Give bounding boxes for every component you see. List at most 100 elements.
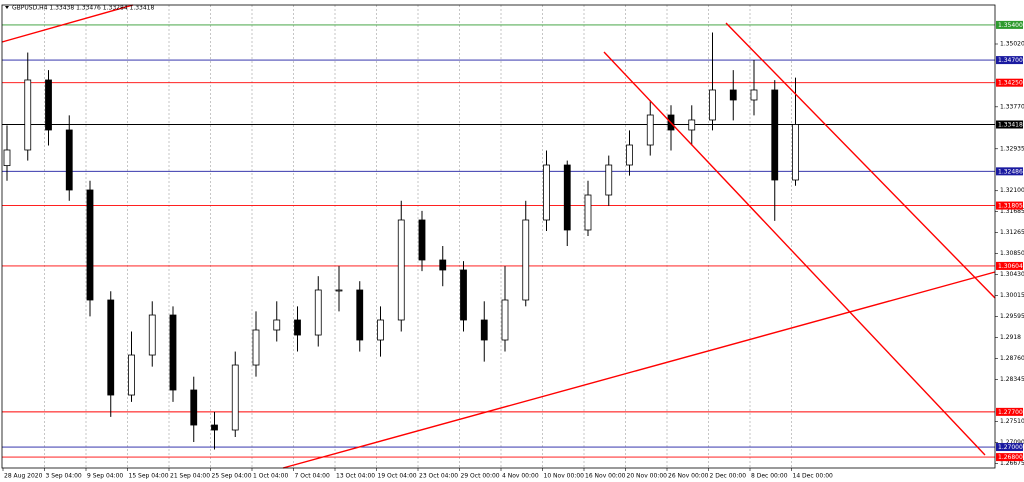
x-tick-label: 26 Nov 00:00 [668,473,709,480]
x-tick-label: 2 Dec 00:00 [710,473,747,480]
candle-body [646,114,654,146]
level-box [996,78,1023,87]
y-tick-label: 1.30850 [1000,250,1024,257]
level-box [996,201,1023,210]
candle-body [563,164,571,231]
candle-body [522,219,530,301]
y-tick-label: 1.29595 [1000,313,1024,320]
candle-body [148,314,156,356]
x-tick-label: 16 Nov 00:00 [585,473,626,480]
candles [3,32,799,450]
y-tick-label: 1.31265 [1000,229,1024,236]
y-tick-label: 1.32100 [1000,187,1024,194]
candle-body [86,189,94,301]
level-label: 1.34700 [998,57,1023,64]
x-tick-label: 25 Sep 04:00 [212,473,252,480]
candle-body [231,364,239,431]
level-label: 1.27000 [998,444,1023,451]
candle-body [750,89,758,101]
candle-body [729,89,737,101]
candle-body [626,144,633,166]
candle-body [335,289,343,292]
candle-body [252,329,260,366]
candle-body [584,194,592,231]
x-tick-label: 3 Sep 04:00 [46,473,82,480]
symbol-info: GBPUSD,H4 1.33438 1.33476 1.33284 1.3341… [12,5,154,12]
level-label: 1.31805 [998,203,1023,210]
y-tick-label: 1.33770 [1000,103,1024,110]
level-box [996,407,1023,416]
level-box [996,261,1023,270]
candle-body [397,219,405,321]
candle-body [294,319,301,336]
grid [44,5,792,468]
candle-body [45,79,52,131]
level-box [996,20,1023,29]
candle-body [190,389,198,426]
candle-body [24,79,32,151]
trend-line [603,51,986,456]
menu-icon [5,6,9,9]
level-label: 1.27700 [998,409,1023,416]
y-tick-label: 1.27510 [1000,418,1024,425]
level-box [996,56,1023,65]
x-tick-label: 9 Sep 04:00 [87,473,123,480]
candle-body [356,289,364,341]
x-tick-label: 28 Aug 2020 [4,473,43,480]
y-tick-label: 1.27090 [1000,439,1024,446]
x-tick-label: 23 Oct 04:00 [419,473,458,480]
candle-body [273,319,281,331]
candle-body [480,319,488,341]
level-label: 1.26800 [998,454,1023,461]
level-box [996,167,1023,176]
y-tick-label: 1.30430 [1000,271,1024,278]
candle-body [211,424,218,431]
x-tick-label: 19 Oct 04:00 [378,473,417,480]
x-tick-label: 20 Nov 00:00 [627,473,668,480]
x-tick-label: 7 Oct 04:00 [295,473,330,480]
y-tick-label: 1.30015 [1000,292,1024,299]
level-box [996,120,1023,129]
candle-body [439,259,447,271]
level-label: 1.32486 [998,168,1023,175]
candle-body [128,354,135,396]
x-tick-label: 10 Nov 00:00 [544,473,585,480]
plot-border [1,4,996,469]
candle-body [107,299,115,396]
candle-body [3,149,11,167]
level-label: 1.34250 [998,80,1023,87]
y-tick-label: 1.28345 [1000,376,1024,383]
candle-body [377,319,384,341]
x-tick-label: 21 Sep 04:00 [170,473,210,480]
x-tick-label: 29 Oct 00:00 [461,473,500,480]
y-tick-label: 1.2918 [1000,334,1021,341]
candle-body [792,124,799,181]
trend-line [282,271,996,469]
candle-body [65,129,73,191]
y-tick-label: 1.26675 [1000,460,1024,467]
x-tick-label: 14 Dec 00:00 [793,473,834,480]
price-axis: 1.35020 1.33770 1.32935 1.32100 1.31685 1.312… [2,20,1024,480]
level-label: 1.35400 [998,22,1023,29]
candle-body [314,289,322,336]
x-tick-label: 1 Oct 04:00 [253,473,288,480]
candle-body [605,164,613,196]
level-label: 1.30604 [998,263,1023,270]
x-tick-label: 8 Dec 00:00 [751,473,788,480]
x-tick-label: 13 Oct 04:00 [336,473,375,480]
candle-body [169,314,177,391]
y-tick-label: 1.35020 [1000,40,1024,47]
candle-body [688,119,696,131]
x-tick-label: 15 Sep 04:00 [129,473,169,480]
level-label: 1.33418 [998,122,1023,129]
y-tick-label: 1.32935 [1000,145,1024,152]
y-tick-label: 1.31685 [1000,208,1024,215]
x-tick-label: 4 Nov 00:00 [502,473,539,480]
level-box [996,453,1023,462]
levels [2,24,995,458]
level-box [996,443,1023,452]
candle-body [709,89,716,121]
y-tick-label: 1.28760 [1000,355,1024,362]
